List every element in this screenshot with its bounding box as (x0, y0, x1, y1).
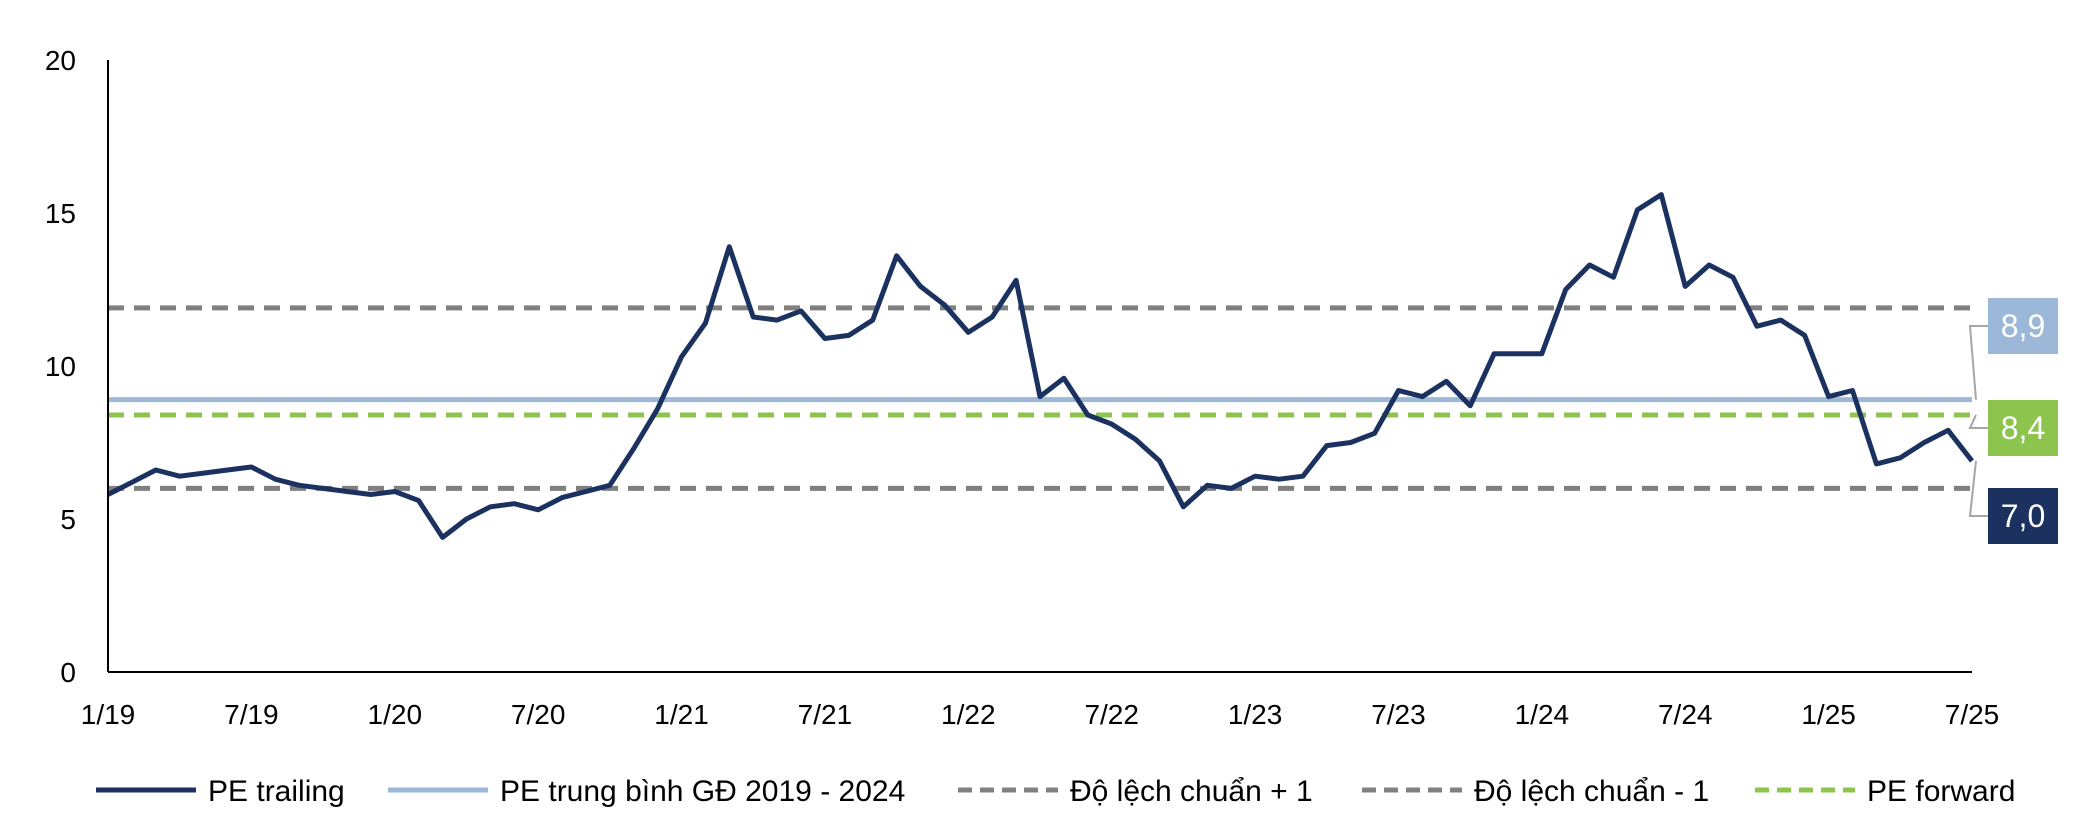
legend-label: Độ lệch chuẩn + 1 (1070, 775, 1313, 808)
x-tick-label: 1/25 (1801, 699, 1856, 730)
x-tick-label: 1/23 (1228, 699, 1283, 730)
pe-trailing-line (106, 192, 1974, 540)
y-tick-label: 0 (60, 657, 76, 688)
x-tick-label: 7/22 (1084, 699, 1139, 730)
x-tick-label: 1/21 (654, 699, 709, 730)
legend-label: PE trailing (208, 775, 345, 808)
value-tag-connector (1968, 460, 1988, 517)
x-tick-label: 1/22 (941, 699, 996, 730)
value-tag-label: 8,9 (2001, 308, 2045, 344)
x-tick-label: 1/19 (81, 699, 136, 730)
value-tag-box (1988, 400, 2058, 456)
legend-label: Độ lệch chuẩn - 1 (1474, 775, 1709, 808)
x-tick-label: 7/20 (511, 699, 566, 730)
x-tick-label: 7/19 (224, 699, 279, 730)
x-tick-label: 1/20 (368, 699, 423, 730)
x-tick-label: 7/21 (798, 699, 853, 730)
x-tick-label: 1/24 (1515, 699, 1570, 730)
value-tag-connector (1968, 414, 1988, 429)
x-tick-labels: 1/19 7/19 1/20 7/20 1/21 7/21 1/22 7/22 1/23 7/23… (81, 699, 2000, 730)
series-lines (106, 192, 1974, 540)
y-tick-label: 15 (45, 198, 76, 229)
value-tag-box (1988, 488, 2058, 544)
legend: PE trailing PE trung bình GĐ 2019 - 2024 Đ… (96, 775, 2015, 808)
x-tick-label: 7/24 (1658, 699, 1713, 730)
y-tick-label: 20 (45, 45, 76, 76)
y-tick-labels: 0 5 10 15 20 (45, 45, 76, 688)
value-tag-label: 7,0 (2001, 498, 2045, 534)
y-tick-label: 10 (45, 351, 76, 382)
value-tag-connector (1968, 325, 1988, 400)
x-tick-label: 7/23 (1371, 699, 1426, 730)
value-tag-label: 8,4 (2001, 410, 2045, 446)
value-tag-box (1988, 298, 2058, 354)
legend-label: PE trung bình GĐ 2019 - 2024 (500, 775, 905, 808)
reference-lines (108, 305, 1972, 491)
legend-label: PE forward (1867, 775, 2015, 808)
value-tags: 8,9 8,4 7,0 (1968, 298, 2058, 544)
x-tick-label: 7/25 (1945, 699, 2000, 730)
y-tick-label: 5 (60, 504, 76, 535)
axes (107, 60, 1972, 673)
